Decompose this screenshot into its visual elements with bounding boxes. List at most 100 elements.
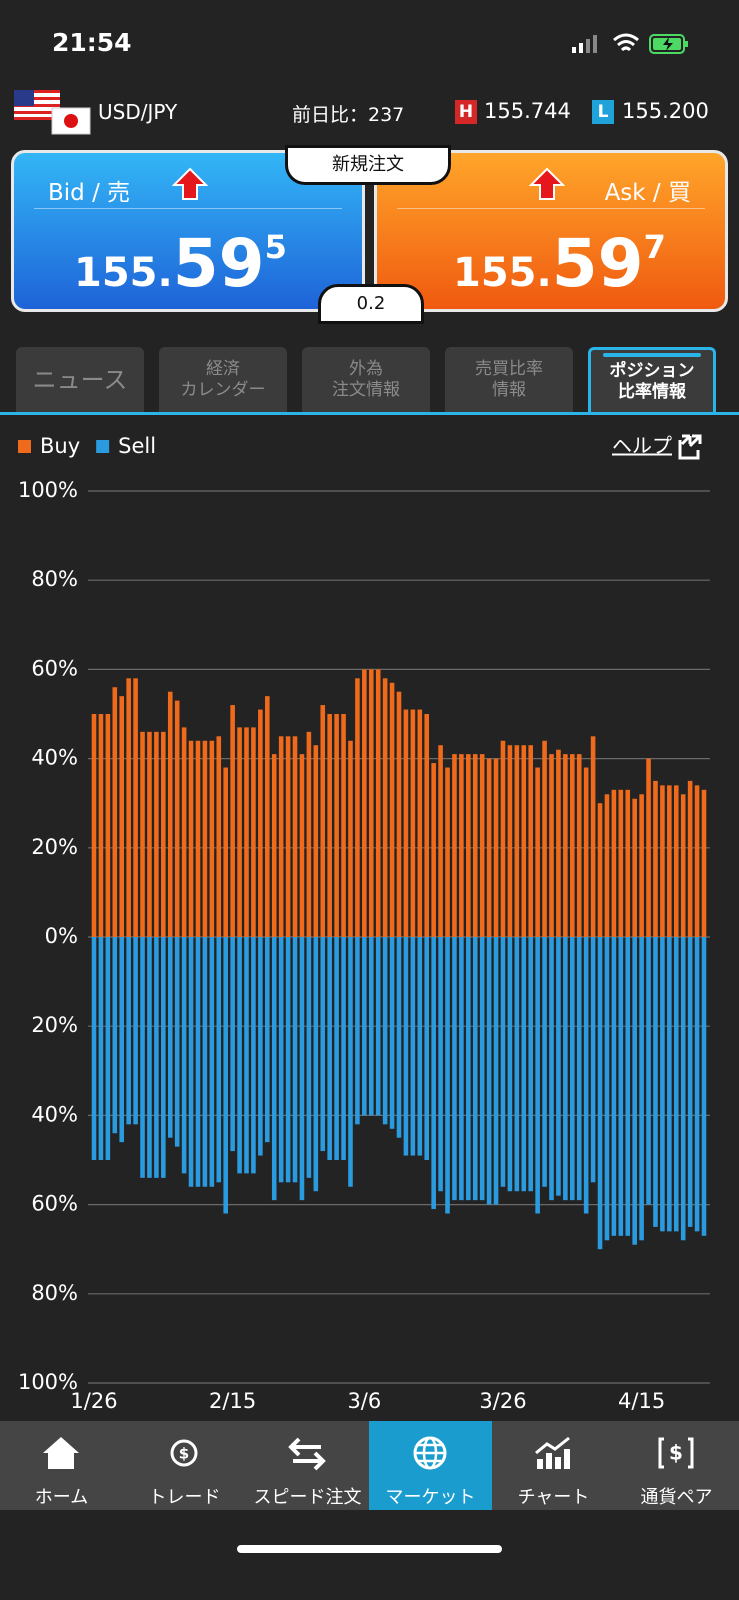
tab-label: 注文情報: [332, 380, 400, 400]
bar: [403, 709, 409, 937]
nav-icon: [288, 1437, 326, 1471]
bar: [535, 767, 540, 937]
bar: [251, 937, 256, 1174]
bar: [653, 780, 658, 937]
bar: [611, 937, 617, 1236]
status-icons: [572, 33, 688, 54]
bar: [535, 937, 540, 1214]
bar: [514, 745, 520, 937]
daily-change: 前日比：237: [292, 104, 405, 126]
price-fraction: 7: [643, 228, 666, 266]
home-indicator: [237, 1545, 502, 1553]
bar: [223, 937, 228, 1214]
bar: [653, 937, 658, 1227]
bar: [493, 937, 499, 1205]
bar: [244, 727, 249, 937]
bar: [493, 758, 499, 937]
bar: [271, 754, 277, 937]
ask-price: 155.597: [453, 225, 666, 302]
bar: [556, 749, 561, 937]
external-icon: [678, 434, 700, 460]
nav-item[interactable]: スピード注文: [246, 1421, 369, 1510]
nav-label: 通貨ペア: [640, 1487, 713, 1508]
tab[interactable]: 外為 注文情報: [302, 347, 430, 413]
y-tick-label: 40%: [31, 1102, 78, 1126]
bar: [424, 937, 430, 1160]
nav-item[interactable]: ホーム: [0, 1421, 123, 1510]
bar: [147, 731, 152, 937]
bar: [466, 937, 471, 1201]
tab[interactable]: 売買比率 情報: [445, 347, 573, 413]
tab[interactable]: ニュース: [16, 347, 144, 413]
bar: [341, 937, 346, 1160]
legend-swatch: [96, 440, 110, 453]
nav-item[interactable]: $ 通貨ペア: [615, 1421, 738, 1510]
bar: [563, 754, 568, 937]
bar: [472, 754, 478, 937]
bar: [563, 937, 568, 1201]
tab[interactable]: ポジション 比率情報: [588, 347, 716, 413]
bar: [292, 937, 298, 1183]
svg-text:$: $: [669, 1441, 683, 1465]
nav-icon: $: [170, 1439, 198, 1467]
nav-item[interactable]: $ トレード: [123, 1421, 246, 1510]
bar: [556, 937, 561, 1196]
legend-label: Sell: [118, 434, 156, 458]
bar: [133, 937, 138, 1125]
bar: [285, 937, 291, 1183]
bar: [479, 937, 485, 1201]
nav-item[interactable]: チャート: [492, 1421, 615, 1510]
bar: [424, 714, 430, 937]
bar: [646, 758, 651, 937]
bar: [687, 937, 693, 1227]
bar: [91, 714, 97, 937]
bar: [667, 785, 672, 937]
bar: [618, 789, 624, 937]
bar: [237, 937, 242, 1174]
bar: [348, 937, 353, 1187]
tab-label: 売買比率: [475, 359, 543, 379]
bar: [258, 709, 263, 937]
bar: [576, 937, 582, 1201]
bar: [98, 714, 104, 937]
bar: [667, 937, 672, 1232]
bar: [431, 937, 436, 1210]
tab-label: 外為: [349, 359, 383, 379]
help-link[interactable]: ヘルプ: [612, 434, 672, 458]
new-order-button[interactable]: 新規注文: [285, 145, 451, 185]
bar: [673, 785, 679, 937]
price-lead: 155.: [74, 250, 173, 296]
bar: [687, 780, 693, 937]
y-tick-label: 20%: [31, 835, 78, 859]
nav-label: マーケット: [385, 1487, 476, 1508]
currency-flags: [14, 90, 91, 135]
y-tick-label: 0%: [45, 924, 78, 948]
bar: [438, 745, 443, 937]
bar: [348, 740, 353, 937]
nav-icon: [535, 1436, 570, 1469]
tab[interactable]: 経済 カレンダー: [159, 347, 287, 413]
bar: [278, 736, 284, 937]
bar: [147, 937, 152, 1178]
bar: [306, 937, 312, 1178]
bar: [680, 937, 686, 1241]
bar: [167, 691, 173, 937]
bar: [112, 687, 118, 937]
bar: [389, 937, 395, 1129]
nav-item[interactable]: マーケット: [369, 1421, 492, 1510]
bar: [271, 937, 277, 1201]
bar: [362, 669, 367, 937]
bar: [673, 937, 679, 1232]
y-tick-label: 60%: [31, 656, 78, 680]
bar: [466, 754, 471, 937]
tab-label: 経済: [206, 359, 240, 379]
bar: [181, 937, 187, 1174]
bar: [98, 937, 104, 1160]
bar: [265, 937, 270, 1143]
bar: [542, 937, 547, 1187]
bar: [334, 937, 339, 1160]
bid-box[interactable]: Bid / 売 155.595: [11, 150, 365, 312]
bar: [375, 669, 381, 937]
y-tick-label: 20%: [31, 1013, 78, 1037]
bar: [514, 937, 520, 1192]
